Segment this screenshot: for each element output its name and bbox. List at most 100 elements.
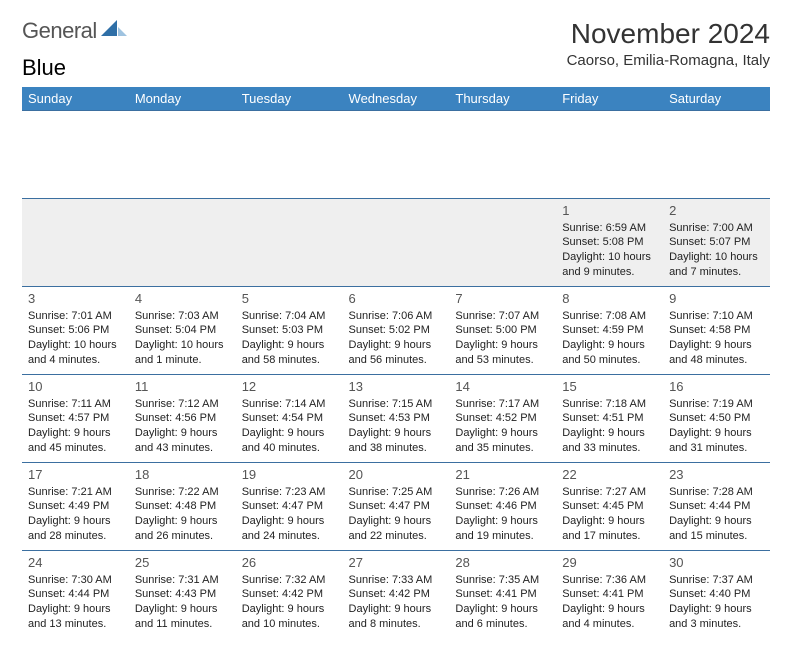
daylight-text: Daylight: 9 hours and 6 minutes.: [455, 602, 550, 632]
spacer: [22, 111, 770, 199]
sunrise-text: Sunrise: 7:12 AM: [135, 397, 230, 412]
location-label: Caorso, Emilia-Romagna, Italy: [567, 52, 770, 69]
sunset-text: Sunset: 4:48 PM: [135, 499, 230, 514]
calendar-cell: 25Sunrise: 7:31 AMSunset: 4:43 PMDayligh…: [129, 551, 236, 639]
calendar-cell: 7Sunrise: 7:07 AMSunset: 5:00 PMDaylight…: [449, 287, 556, 375]
day-header: Tuesday: [236, 87, 343, 111]
sunrise-text: Sunrise: 7:19 AM: [669, 397, 764, 412]
calendar-cell: 26Sunrise: 7:32 AMSunset: 4:42 PMDayligh…: [236, 551, 343, 639]
sunset-text: Sunset: 5:00 PM: [455, 323, 550, 338]
sunset-text: Sunset: 5:03 PM: [242, 323, 337, 338]
calendar-cell: 28Sunrise: 7:35 AMSunset: 4:41 PMDayligh…: [449, 551, 556, 639]
sunset-text: Sunset: 5:07 PM: [669, 235, 764, 250]
sunset-text: Sunset: 4:46 PM: [455, 499, 550, 514]
day-number: 24: [28, 554, 123, 572]
day-number: 26: [242, 554, 337, 572]
sunrise-text: Sunrise: 7:01 AM: [28, 309, 123, 324]
calendar-cell: 5Sunrise: 7:04 AMSunset: 5:03 PMDaylight…: [236, 287, 343, 375]
sunrise-text: Sunrise: 7:08 AM: [562, 309, 657, 324]
sunset-text: Sunset: 4:54 PM: [242, 411, 337, 426]
day-number: 2: [669, 202, 764, 220]
sunrise-text: Sunrise: 7:10 AM: [669, 309, 764, 324]
daylight-text: Daylight: 9 hours and 58 minutes.: [242, 338, 337, 368]
calendar-cell: 6Sunrise: 7:06 AMSunset: 5:02 PMDaylight…: [343, 287, 450, 375]
brand-logo: General: [22, 18, 127, 44]
calendar-cell: 19Sunrise: 7:23 AMSunset: 4:47 PMDayligh…: [236, 463, 343, 551]
calendar-cell: 1Sunrise: 6:59 AMSunset: 5:08 PMDaylight…: [556, 199, 663, 287]
calendar-head: SundayMondayTuesdayWednesdayThursdayFrid…: [22, 87, 770, 111]
sunset-text: Sunset: 4:57 PM: [28, 411, 123, 426]
daylight-text: Daylight: 10 hours and 1 minute.: [135, 338, 230, 368]
daylight-text: Daylight: 10 hours and 4 minutes.: [28, 338, 123, 368]
day-header: Monday: [129, 87, 236, 111]
daylight-text: Daylight: 9 hours and 50 minutes.: [562, 338, 657, 368]
sunrise-text: Sunrise: 7:07 AM: [455, 309, 550, 324]
sunset-text: Sunset: 4:51 PM: [562, 411, 657, 426]
daylight-text: Daylight: 9 hours and 48 minutes.: [669, 338, 764, 368]
sunset-text: Sunset: 4:44 PM: [669, 499, 764, 514]
daylight-text: Daylight: 9 hours and 19 minutes.: [455, 514, 550, 544]
day-number: 7: [455, 290, 550, 308]
day-number: 8: [562, 290, 657, 308]
sunrise-text: Sunrise: 7:32 AM: [242, 573, 337, 588]
calendar-body: 1Sunrise: 6:59 AMSunset: 5:08 PMDaylight…: [22, 111, 770, 639]
day-number: 13: [349, 378, 444, 396]
sunrise-text: Sunrise: 7:17 AM: [455, 397, 550, 412]
daylight-text: Daylight: 9 hours and 43 minutes.: [135, 426, 230, 456]
sunset-text: Sunset: 4:42 PM: [242, 587, 337, 602]
calendar-cell: 9Sunrise: 7:10 AMSunset: 4:58 PMDaylight…: [663, 287, 770, 375]
sunrise-text: Sunrise: 7:26 AM: [455, 485, 550, 500]
day-number: 11: [135, 378, 230, 396]
brand-word-2: Blue: [22, 55, 66, 80]
day-number: 29: [562, 554, 657, 572]
sunrise-text: Sunrise: 7:25 AM: [349, 485, 444, 500]
day-header: Saturday: [663, 87, 770, 111]
sunset-text: Sunset: 4:47 PM: [349, 499, 444, 514]
daylight-text: Daylight: 9 hours and 10 minutes.: [242, 602, 337, 632]
sunrise-text: Sunrise: 7:36 AM: [562, 573, 657, 588]
calendar-cell: [236, 199, 343, 287]
sunrise-text: Sunrise: 7:14 AM: [242, 397, 337, 412]
calendar-cell: 4Sunrise: 7:03 AMSunset: 5:04 PMDaylight…: [129, 287, 236, 375]
daylight-text: Daylight: 9 hours and 45 minutes.: [28, 426, 123, 456]
sunrise-text: Sunrise: 7:31 AM: [135, 573, 230, 588]
sunrise-text: Sunrise: 7:00 AM: [669, 221, 764, 236]
sunset-text: Sunset: 4:49 PM: [28, 499, 123, 514]
calendar-cell: 23Sunrise: 7:28 AMSunset: 4:44 PMDayligh…: [663, 463, 770, 551]
sunset-text: Sunset: 4:40 PM: [669, 587, 764, 602]
sunset-text: Sunset: 4:52 PM: [455, 411, 550, 426]
day-number: 16: [669, 378, 764, 396]
day-number: 19: [242, 466, 337, 484]
calendar-table: SundayMondayTuesdayWednesdayThursdayFrid…: [22, 87, 770, 639]
day-number: 4: [135, 290, 230, 308]
sunset-text: Sunset: 4:42 PM: [349, 587, 444, 602]
calendar-cell: 21Sunrise: 7:26 AMSunset: 4:46 PMDayligh…: [449, 463, 556, 551]
sunset-text: Sunset: 4:50 PM: [669, 411, 764, 426]
day-number: 21: [455, 466, 550, 484]
day-number: 23: [669, 466, 764, 484]
day-number: 6: [349, 290, 444, 308]
daylight-text: Daylight: 9 hours and 33 minutes.: [562, 426, 657, 456]
sunrise-text: Sunrise: 7:21 AM: [28, 485, 123, 500]
calendar-cell: 10Sunrise: 7:11 AMSunset: 4:57 PMDayligh…: [22, 375, 129, 463]
sunset-text: Sunset: 4:58 PM: [669, 323, 764, 338]
daylight-text: Daylight: 9 hours and 28 minutes.: [28, 514, 123, 544]
calendar-cell: 13Sunrise: 7:15 AMSunset: 4:53 PMDayligh…: [343, 375, 450, 463]
calendar-cell: 16Sunrise: 7:19 AMSunset: 4:50 PMDayligh…: [663, 375, 770, 463]
calendar-page: General November 2024 Caorso, Emilia-Rom…: [0, 0, 792, 649]
daylight-text: Daylight: 9 hours and 31 minutes.: [669, 426, 764, 456]
day-number: 10: [28, 378, 123, 396]
day-number: 14: [455, 378, 550, 396]
daylight-text: Daylight: 10 hours and 9 minutes.: [562, 250, 657, 280]
daylight-text: Daylight: 9 hours and 11 minutes.: [135, 602, 230, 632]
calendar-cell: 17Sunrise: 7:21 AMSunset: 4:49 PMDayligh…: [22, 463, 129, 551]
sunrise-text: Sunrise: 7:03 AM: [135, 309, 230, 324]
sunrise-text: Sunrise: 6:59 AM: [562, 221, 657, 236]
calendar-cell: 22Sunrise: 7:27 AMSunset: 4:45 PMDayligh…: [556, 463, 663, 551]
title-block: November 2024 Caorso, Emilia-Romagna, It…: [567, 18, 770, 69]
sunset-text: Sunset: 5:06 PM: [28, 323, 123, 338]
sunset-text: Sunset: 5:04 PM: [135, 323, 230, 338]
calendar-cell: 20Sunrise: 7:25 AMSunset: 4:47 PMDayligh…: [343, 463, 450, 551]
calendar-week: 10Sunrise: 7:11 AMSunset: 4:57 PMDayligh…: [22, 375, 770, 463]
day-header: Thursday: [449, 87, 556, 111]
